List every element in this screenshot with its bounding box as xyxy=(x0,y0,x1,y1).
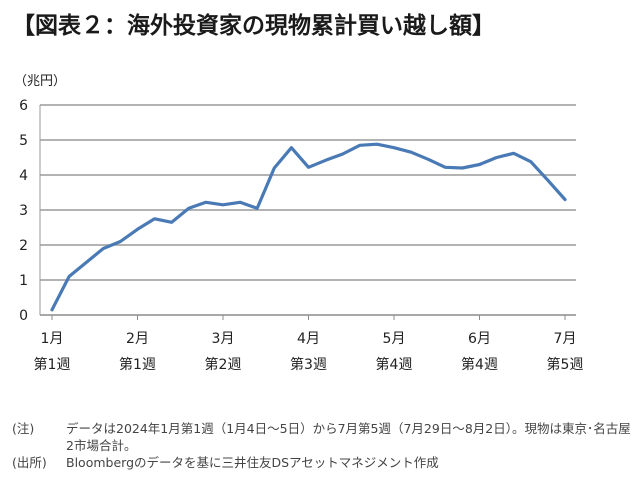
data-point xyxy=(461,166,464,170)
x-tick-month-label: 6月 xyxy=(468,331,491,347)
data-point xyxy=(478,163,481,166)
data-point xyxy=(204,201,208,204)
footnotes: (注) データは2024年1月第1週（1月4日～5日）から7月第5週（7月29日… xyxy=(12,420,632,471)
data-point xyxy=(546,179,550,182)
data-point xyxy=(392,146,396,149)
x-tick-month-label: 7月 xyxy=(554,331,577,347)
data-point xyxy=(495,156,498,159)
x-tick-month-label: 1月 xyxy=(41,331,64,347)
data-point xyxy=(187,207,190,210)
x-tick-week-label: 第1週 xyxy=(34,356,71,373)
y-tick-label: 3 xyxy=(19,203,28,219)
data-point xyxy=(427,158,430,161)
data-point xyxy=(375,143,379,146)
x-tick-month-label: 3月 xyxy=(212,331,235,347)
series-layer xyxy=(50,142,567,312)
data-point xyxy=(136,228,139,231)
x-tick-week-label: 第2週 xyxy=(205,356,242,373)
data-point xyxy=(563,198,567,201)
data-point xyxy=(358,144,361,147)
y-tick-labels: 0 1 2 3 4 5 6 xyxy=(19,98,28,324)
data-point xyxy=(221,203,225,206)
data-point xyxy=(307,166,310,169)
x-tick-month-label: 2月 xyxy=(126,331,149,347)
data-point xyxy=(102,247,105,250)
y-tick-label: 1 xyxy=(19,273,28,289)
data-point xyxy=(85,261,88,264)
data-point xyxy=(290,146,293,149)
data-point xyxy=(256,207,259,210)
note-head: (注) xyxy=(12,421,35,436)
x-tick-week-label: 第4週 xyxy=(376,356,413,373)
y-axis-unit-label: （兆円） xyxy=(14,74,67,89)
data-point xyxy=(170,221,173,224)
x-tick-month-label: 5月 xyxy=(383,331,406,347)
x-tick-week-label: 第1週 xyxy=(119,356,156,373)
data-point xyxy=(529,160,532,163)
note-text: データは2024年1月第1週（1月4日～5日）から7月第5週（7月29日～8月2… xyxy=(66,421,631,453)
source-text: Bloombergのデータを基に三井住友DSアセットマネジメント作成 xyxy=(66,455,439,470)
series-line xyxy=(50,142,567,312)
note-row: (注) データは2024年1月第1週（1月4日～5日）から7月第5週（7月29日… xyxy=(12,420,632,454)
y-tick-label: 6 xyxy=(19,98,28,114)
x-tick-week-label: 第3週 xyxy=(290,356,327,373)
data-point xyxy=(273,166,276,170)
x-tick-week-label: 第5週 xyxy=(547,356,584,373)
y-tick-label: 2 xyxy=(19,238,28,254)
data-point xyxy=(324,159,327,162)
y-tick-label: 0 xyxy=(19,308,28,324)
data-point xyxy=(119,240,122,243)
data-point xyxy=(67,275,71,278)
data-point xyxy=(341,152,344,156)
y-tick-label: 5 xyxy=(19,133,28,149)
source-head: (出所) xyxy=(12,455,47,470)
gridlines xyxy=(39,104,576,316)
y-tick-label: 4 xyxy=(19,168,28,184)
data-point xyxy=(153,217,156,220)
x-tick-week-label: 第4週 xyxy=(461,356,498,373)
x-tick-month-label: 4月 xyxy=(297,331,320,347)
source-row: (出所) Bloombergのデータを基に三井住友DSアセットマネジメント作成 xyxy=(12,454,632,471)
data-point xyxy=(409,151,413,154)
data-point xyxy=(444,166,447,169)
data-point xyxy=(512,152,515,155)
data-point xyxy=(238,201,242,204)
data-point xyxy=(50,308,54,311)
chart-title: 【図表２：海外投資家の現物累計買い越し額】 xyxy=(12,13,495,39)
